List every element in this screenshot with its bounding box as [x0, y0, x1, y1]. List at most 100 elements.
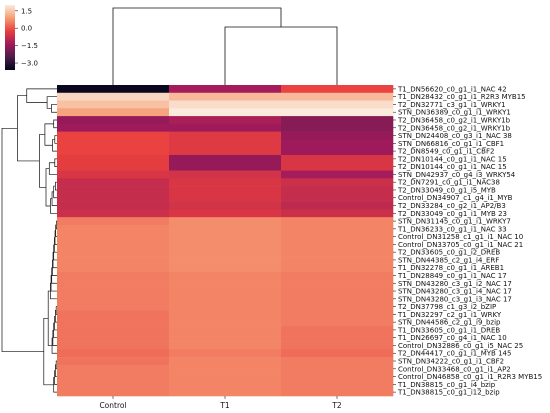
row-label: T2_DN37798_c1_g3_i2_bZIP [397, 303, 496, 311]
heatmap-cell [169, 162, 282, 171]
heatmap-cell [57, 92, 170, 101]
heatmap-cell [57, 310, 170, 319]
heatmap-cell [169, 131, 282, 140]
row-label: STN_DN34222_c0_g1_i1_CBF2 [398, 358, 504, 366]
row-label: T1_DN38815_c0_g1_i4_bzip [397, 381, 496, 389]
heatmap-cell [57, 248, 170, 257]
heatmap-cell [57, 85, 170, 94]
row-label: T2_DN8549_c0_g1_i1_CBF2 [397, 148, 494, 156]
heatmap-cell [281, 108, 394, 117]
heatmap-cell [57, 357, 170, 366]
heatmap-cell [57, 302, 170, 311]
heatmap-cell [281, 380, 394, 389]
heatmap-cell [281, 318, 394, 327]
row-label: STN_DN31145_c0_g1_i1_WRKY7 [398, 218, 511, 226]
heatmap-cell [169, 154, 282, 164]
heatmap-cell [281, 256, 394, 265]
heatmap-cell [169, 217, 282, 226]
row-label: T1_DN38815_c0_g1_i12_bzip [397, 389, 500, 397]
row-label: Control_DN33468_c0_g1_i1_AP2 [398, 365, 511, 373]
row-label: Control_DN31258_c1_g1_i1_NAC 10 [398, 233, 523, 241]
row-label: T2_DN7291_c0_g1_i1_NAC38 [397, 179, 500, 187]
heatmap-cell [57, 147, 170, 156]
heatmap-cell [281, 263, 394, 272]
column-labels: Control T1 T2 [99, 396, 342, 410]
heatmap-cell [57, 170, 170, 179]
heatmap-cell [57, 372, 170, 381]
row-label: STN_DN44385_c2_g1_i4_ERF [398, 256, 499, 264]
colorbar-tick-label: 0.0 [21, 25, 32, 33]
heatmap-cell [281, 186, 394, 195]
heatmap-cell [57, 116, 170, 125]
column-label: T1 [219, 401, 230, 410]
column-dendrogram [112, 7, 338, 85]
heatmap-cell [281, 248, 394, 257]
row-label: T2_DN32771_c3_g1_i1_WRKY1 [397, 101, 506, 109]
heatmap-cell [169, 170, 282, 179]
heatmap-cell [169, 186, 282, 195]
row-label: T1_DN56620_c0_g1_i1_NAC 42 [397, 85, 507, 93]
heatmap-cell [281, 326, 394, 335]
heatmap-cell [281, 100, 394, 109]
heatmap-cell [281, 131, 394, 140]
row-dendrogram-branch [55, 360, 57, 370]
heatmap-cell [169, 326, 282, 335]
row-label: STN_DN66816_c0_g1_i1_CBF1 [398, 140, 504, 148]
row-dendrogram-branch [17, 95, 40, 162]
heatmap-cell [169, 201, 282, 210]
row-label: T1_DN33605_c0_g1_i1_DREB [397, 326, 500, 334]
heatmap-cell [57, 318, 170, 327]
colorbar-tick-label: −1.5 [21, 42, 38, 50]
row-dendrogram-branch [26, 88, 57, 103]
heatmap-cell [169, 271, 282, 280]
row-label: STN_DN43280_c3_g1_i4_NAC 17 [398, 288, 512, 296]
row-label: T1_DN28432_c0_g1_i1_R2R3 MYB15 [397, 93, 526, 101]
heatmap-cell [281, 232, 394, 241]
heatmap-cell [57, 279, 170, 288]
heatmap-cell [281, 341, 394, 350]
row-label: Control_DN34907_c1_g4_i1_MYB [398, 194, 513, 202]
heatmap-cell [169, 232, 282, 241]
row-label: T2_DN10144_c0_g1_i1_NAC 15 [397, 163, 507, 171]
row-label: STN_DN43280_c3_g1_i3_NAC 17 [398, 295, 512, 303]
row-dendrogram-branch [51, 191, 57, 206]
heatmap-cell [57, 294, 170, 303]
heatmap-cell [57, 162, 170, 171]
heatmap-cell [169, 92, 282, 101]
heatmap-cell [169, 341, 282, 350]
column-dendrogram-branches [112, 7, 338, 85]
column-label: T2 [331, 401, 342, 410]
heatmap-cell [281, 294, 394, 303]
heatmap-cell [57, 341, 170, 350]
heatmap-cell [169, 318, 282, 327]
heatmap-cell [281, 240, 394, 249]
row-label: T2_DN33049_c0_g1_i5_MYB [397, 186, 496, 194]
colorbar-tick-label: −3.0 [21, 60, 38, 68]
row-dendrogram-branch [55, 306, 57, 315]
row-dendrogram-branch [54, 315, 57, 331]
row-dendrogram-branch [55, 181, 57, 191]
row-label: T1_DN32278_c0_g1_i1_AREB1 [397, 264, 504, 272]
heatmap-cell [281, 302, 394, 311]
heatmap-cell [169, 388, 282, 397]
heatmap-cell [169, 302, 282, 311]
heatmap-cell [57, 232, 170, 241]
heatmap-cell [281, 224, 394, 234]
heatmap-cell [169, 333, 282, 342]
heatmap-cell [281, 364, 394, 373]
row-label: T2_DN36458_c0_g2_i1_WRKY1b [397, 116, 511, 124]
row-label: T1_DN26697_c0_g4_i1_NAC 10 [397, 334, 507, 342]
column-label: Control [99, 401, 126, 410]
heatmap-cell [281, 388, 394, 397]
row-dendrogram-branch [50, 198, 57, 214]
row-labels: T1_DN56620_c0_g1_i1_NAC 42T1_DN28432_c0_… [393, 85, 542, 397]
heatmap-cell [281, 147, 394, 156]
heatmap-cell [57, 388, 170, 397]
heatmap-cell [57, 100, 170, 109]
row-dendrogram-branch [54, 158, 57, 167]
heatmap-cell [169, 85, 282, 94]
heatmap-cell [57, 287, 170, 296]
row-label: T2_DN44417_c0_g1_i1_MYB 145 [397, 350, 511, 358]
heatmap-cell [169, 372, 282, 381]
